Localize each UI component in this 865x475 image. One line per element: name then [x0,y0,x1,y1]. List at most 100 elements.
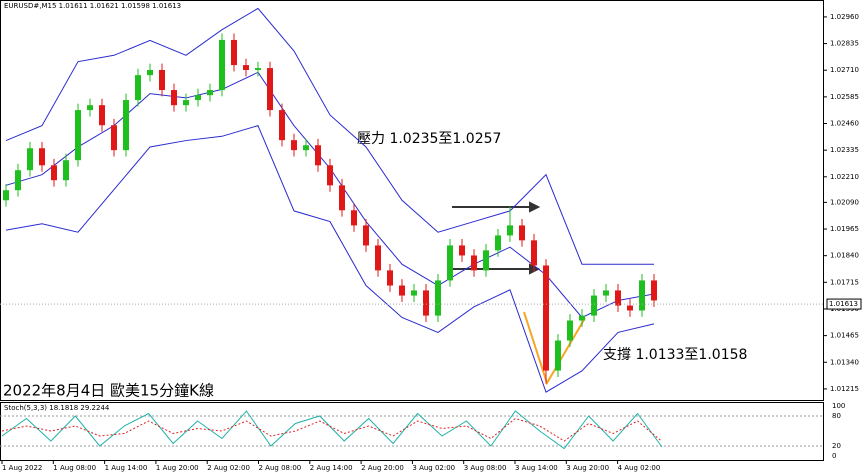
candle-body [423,290,429,316]
candle-body [531,240,537,266]
candle-body [99,105,105,126]
candle-body [159,70,165,91]
x-tick-label: 3 Aug 02:00 [412,464,455,472]
candle-body [255,68,261,71]
main-panel [0,0,824,401]
y-tick-label: 1.02210 [830,173,859,181]
candle-body [15,170,21,191]
bollinger-upper [5,7,654,265]
candle-body [183,100,189,106]
x-tick-label: 1 Aug 20:00 [156,464,199,472]
candle-body [123,100,129,151]
candle-body [39,148,45,166]
candle-body [411,290,417,296]
x-tick-label: 2 Aug 20:00 [361,464,404,472]
y-tick-label: 1.02335 [830,146,859,154]
candle-body [279,110,285,141]
y-tick-label: 1.01465 [830,332,859,340]
candle-body [339,185,345,211]
candle-body [351,210,357,226]
stoch-tick-label: 20 [832,442,841,450]
header: EURUSD#,M15 1.01611 1.01621 1.01598 1.01… [4,2,181,10]
y-tick-label: 1.02835 [830,40,859,48]
y-tick-label: 1.02460 [830,120,859,128]
stoch-signal [1,417,663,442]
candle-body [471,255,477,271]
x-tick-label: 3 Aug 08:00 [464,464,507,472]
candle-body [51,165,57,181]
stoch-panel [0,402,824,461]
candle-body [459,245,465,256]
x-tick-label: 1 Aug 08:00 [53,464,96,472]
candle-body [111,125,117,151]
candle-body [483,250,489,271]
stoch-label: Stoch(5,3,3) 18.1818 29.2244 [4,404,110,412]
y-tick-label: 1.02960 [830,13,859,21]
candle-body [495,235,501,251]
candle-body [291,140,297,151]
candle-body [315,145,321,166]
candle-body [555,340,561,371]
y-tick-label: 1.01840 [830,252,859,260]
candle-body [63,160,69,181]
candle-body [507,225,513,236]
price-box [826,298,862,310]
y-tick-label: 1.01715 [830,278,859,286]
y-tick-label: 1.02585 [830,93,859,101]
candle-body [615,290,621,306]
candle-body [447,245,453,281]
bollinger-lower [5,125,655,393]
candle-body [231,39,237,66]
y-tick-label: 1.02710 [830,66,859,74]
candle-body [171,90,177,106]
stoch-tick-label: 80 [832,412,841,420]
caption: 2022年8月4日 歐美15分鐘K線 [3,382,214,400]
stoch-tick-label: 0 [832,452,836,460]
candle-body [627,305,633,311]
candle-body [327,165,333,186]
candle-body [267,68,273,111]
candle-body [135,75,141,101]
candle-body [75,110,81,161]
candle-body [567,320,573,341]
candle-body [543,265,549,371]
candle-body [579,315,585,321]
x-tick-label: 3 Aug 20:00 [566,464,609,472]
candle-body [207,90,213,96]
x-tick-label: 2 Aug 02:00 [207,464,250,472]
candle-body [639,280,645,311]
y-tick-label: 1.01215 [830,385,859,393]
stoch-main [1,410,663,450]
candle-body [243,65,249,71]
y-tick-label: 1.02090 [830,198,859,206]
annotation: 壓力 1.0235至1.0257 [357,131,501,147]
stoch-tick-label: 100 [832,402,845,410]
candle-body [399,285,405,296]
candle-body [651,280,657,301]
candle-body [195,95,201,101]
annotation: 支撐 1.0133至1.0158 [603,347,747,363]
x-tick-label: 2 Aug 14:00 [310,464,353,472]
x-tick-label: 1 Aug 14:00 [105,464,148,472]
y-tick-label: 1.01965 [830,225,859,233]
candle-body [603,290,609,296]
price-label: 1.01613 [829,300,858,308]
candle-body [27,148,33,171]
y-tick-label: 1.01340 [830,358,859,366]
candle-body [303,145,309,151]
candle-body [387,270,393,286]
candle-body [519,225,525,241]
candle-body [591,295,597,316]
candle-body [435,280,441,316]
x-tick-label: 1 Aug 2022 [2,464,42,472]
x-tick-label: 4 Aug 02:00 [618,464,661,472]
candle-body [363,225,369,246]
x-tick-label: 3 Aug 14:00 [515,464,558,472]
x-tick-label: 2 Aug 08:00 [259,464,302,472]
candle-body [147,70,153,76]
candle-body [87,105,93,111]
candle-body [3,190,9,201]
candle-body [375,245,381,271]
candle-body [219,39,225,91]
